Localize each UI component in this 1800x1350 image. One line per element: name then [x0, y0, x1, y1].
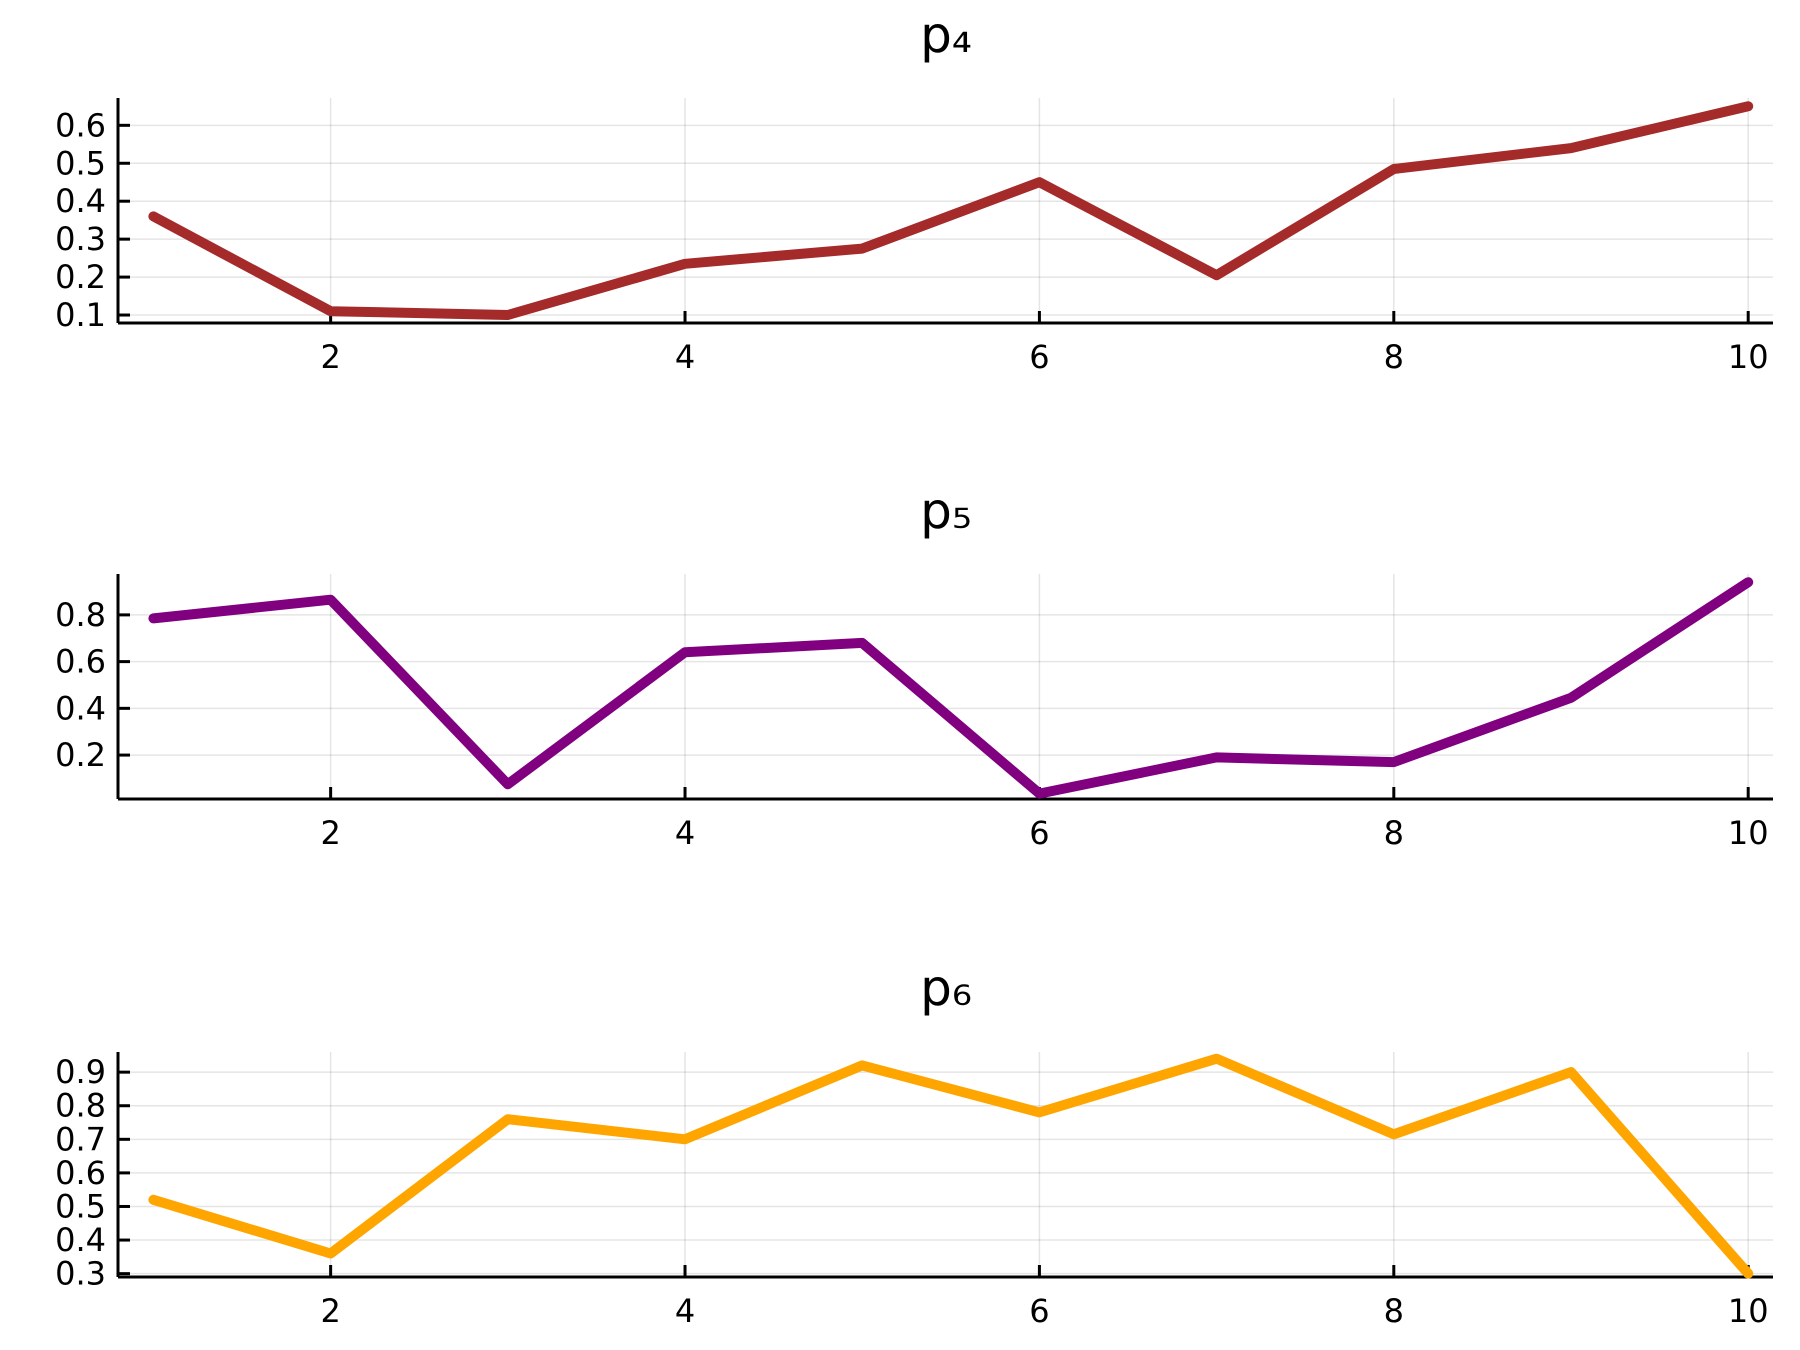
- subplot-p6: p₆ 2 4 6 8 10 0.30.40.50.60.70.80.9: [55, 959, 1773, 1330]
- y-tick-label: 0.2: [55, 258, 106, 296]
- x-tick-label: 10: [1728, 1292, 1769, 1330]
- series-line: [148, 1053, 1754, 1279]
- x-tick-label: 8: [1384, 1292, 1404, 1330]
- x-tick-label: 2: [320, 814, 340, 852]
- subplot-p5: p₅ 2 4 6 8 10 0.2 0.4 0.6 0.8: [55, 482, 1773, 852]
- x-tick-label: 4: [675, 1292, 695, 1330]
- x-tick-label: 2: [320, 1292, 340, 1330]
- x-tick-label: 2: [320, 338, 340, 376]
- x-tick-label: 6: [1029, 338, 1049, 376]
- x-tick-label: 4: [675, 814, 695, 852]
- y-tick-label: 0.4: [55, 1221, 106, 1259]
- y-tick-label: 0.4: [55, 689, 106, 727]
- y-tick-label: 0.7: [55, 1120, 106, 1158]
- y-tick-label: 0.5: [55, 1187, 106, 1225]
- subplot-title: p₄: [920, 6, 972, 64]
- y-tick-label: 0.6: [55, 106, 106, 144]
- y-tick-label: 0.5: [55, 144, 106, 182]
- y-tick-label: 0.2: [55, 736, 106, 774]
- x-tick-label: 8: [1384, 814, 1404, 852]
- subplot-title: p₆: [920, 959, 972, 1017]
- y-tick-label: 0.3: [55, 220, 106, 258]
- y-tick-label: 0.8: [55, 596, 106, 634]
- x-tick-label: 4: [675, 338, 695, 376]
- plot-area: 2 4 6 8 10 0.30.40.50.60.70.80.9: [55, 1052, 1773, 1330]
- y-tick-label: 0.3: [55, 1255, 106, 1293]
- series-line: [148, 101, 1754, 320]
- y-tick-label: 0.6: [55, 643, 106, 681]
- subplot-title: p₅: [920, 482, 972, 540]
- y-tick-label: 0.8: [55, 1087, 106, 1125]
- x-tick-label: 10: [1728, 338, 1769, 376]
- y-tick-label: 0.9: [55, 1053, 106, 1091]
- series-line: [148, 577, 1754, 799]
- plot-area: 2 4 6 8 10 0.2 0.4 0.6 0.8: [55, 574, 1773, 852]
- y-tick-label: 0.6: [55, 1154, 106, 1192]
- x-tick-label: 8: [1384, 338, 1404, 376]
- x-tick-label: 6: [1029, 1292, 1049, 1330]
- y-tick-label: 0.4: [55, 182, 106, 220]
- y-tick-label: 0.1: [55, 296, 106, 334]
- subplot-p4: p₄ 2 4 6 8 10 0.10.20.30.40.50.6: [55, 6, 1773, 376]
- x-tick-label: 10: [1728, 814, 1769, 852]
- plot-area: 2 4 6 8 10 0.10.20.30.40.50.6: [55, 98, 1773, 376]
- x-tick-label: 6: [1029, 814, 1049, 852]
